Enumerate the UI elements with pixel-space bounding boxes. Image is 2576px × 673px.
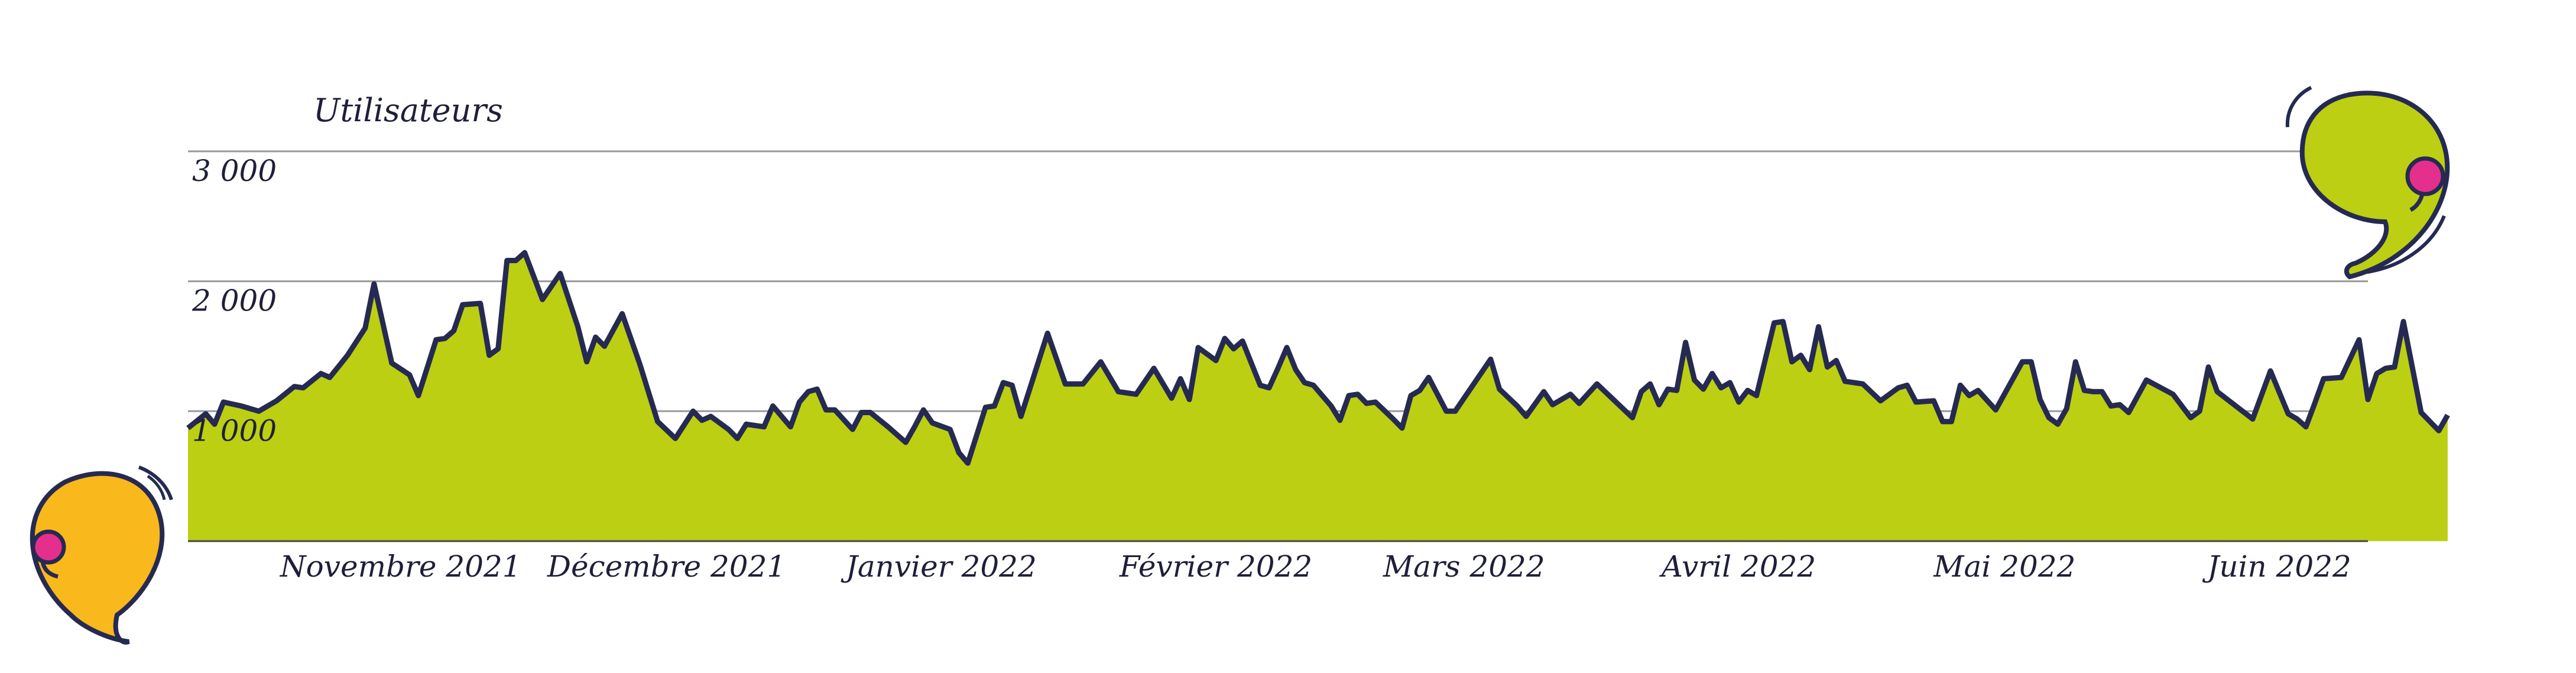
y-tick-label: 1 000 <box>192 413 277 448</box>
yellow-comma-accent-mark <box>138 465 173 500</box>
yellow-comma-accent-mark <box>147 474 166 500</box>
pink-dot-icon <box>31 529 66 565</box>
users-series-line <box>186 250 2450 466</box>
y-tick-labels: 1 000 2 000 3 000 <box>192 154 277 448</box>
x-tick-label: Janvier 2022 <box>841 549 1037 584</box>
pink-dot-tail <box>2409 193 2425 212</box>
x-tick-label: Juin 2022 <box>2202 549 2351 584</box>
x-tick-label: Février 2022 <box>1119 549 1312 584</box>
pink-dot-tail <box>40 561 59 579</box>
green-comma-shape <box>2299 90 2450 280</box>
users-area-fill <box>188 253 2448 541</box>
x-tick-label: Avril 2022 <box>1659 549 1816 584</box>
y-axis-title: Utilisateurs <box>313 92 503 129</box>
green-comma-accent-mark <box>2285 86 2312 128</box>
y-tick-label: 3 000 <box>192 154 277 188</box>
yellow-comma-icon <box>30 465 173 645</box>
x-tick-label: Novembre 2021 <box>280 549 521 584</box>
x-tick-label: Mars 2022 <box>1383 549 1545 584</box>
green-comma-icon <box>2285 86 2450 280</box>
x-tick-labels: Novembre 2021 Décembre 2021 Janvier 2022 Fé… <box>280 549 2351 584</box>
y-tick-label: 2 000 <box>192 284 277 318</box>
green-comma-accent-mark <box>2367 215 2446 274</box>
x-tick-label: Décembre 2021 <box>547 549 786 584</box>
pink-dot-icon <box>2405 156 2445 196</box>
x-tick-label: Mai 2022 <box>1933 549 2075 584</box>
yellow-comma-shape <box>30 471 165 645</box>
